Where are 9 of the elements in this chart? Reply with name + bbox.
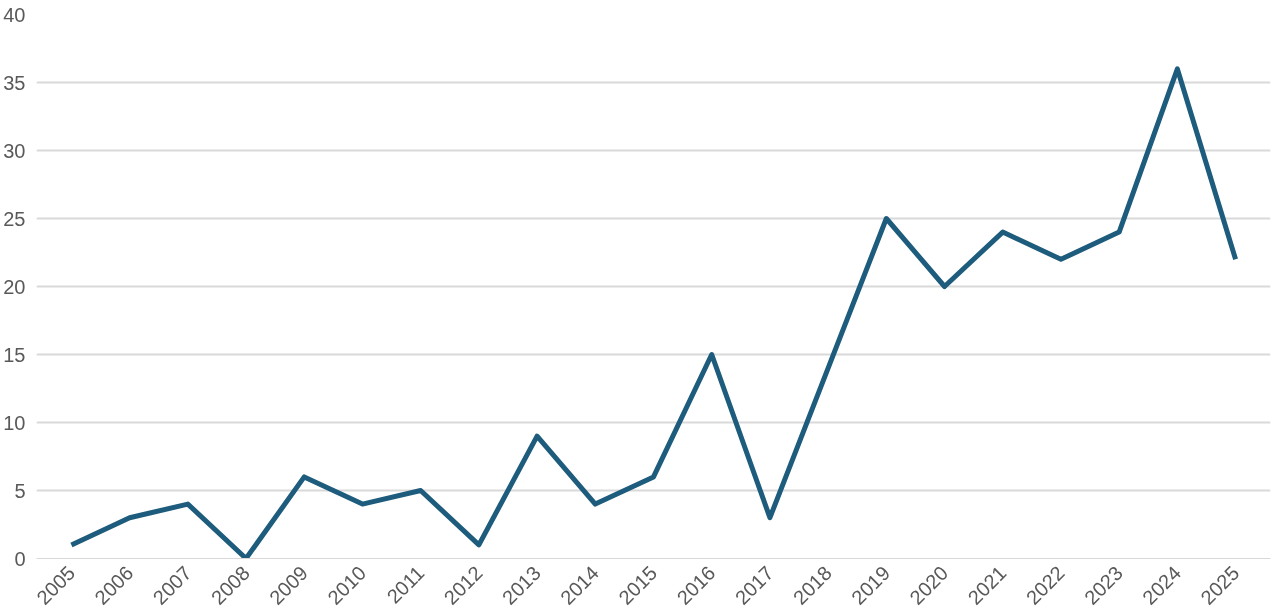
y-tick-label: 15 <box>3 343 26 366</box>
y-tick-label: 10 <box>3 411 26 434</box>
y-tick-label: 25 <box>3 207 26 230</box>
y-tick-label: 5 <box>14 479 26 502</box>
y-tick-label: 35 <box>3 71 26 94</box>
y-tick-label: 30 <box>3 139 26 162</box>
y-tick-label: 20 <box>3 275 26 298</box>
y-tick-label: 40 <box>3 3 26 26</box>
y-tick-label: 0 <box>14 547 26 570</box>
